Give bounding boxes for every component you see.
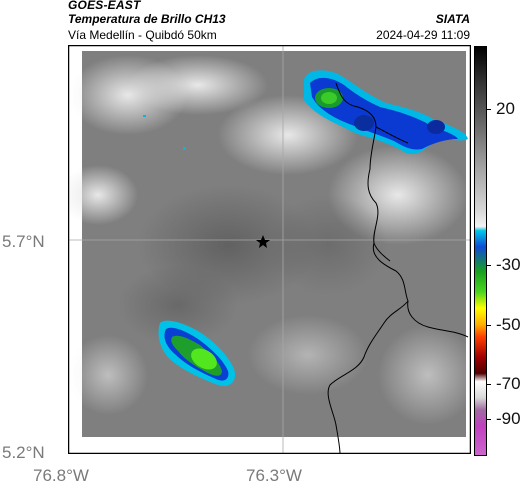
region-subtitle: Vía Medellín - Quibdó 50km bbox=[68, 28, 217, 42]
agency-label: SIATA bbox=[435, 12, 470, 26]
colorbar-label-minus50: -50 bbox=[496, 315, 521, 334]
location-star-marker bbox=[256, 235, 270, 248]
colorbar-label-20: 20 bbox=[496, 99, 515, 118]
product-title: Temperatura de Brillo CH13 bbox=[68, 12, 226, 26]
lat-label-south: 5.2°N bbox=[2, 443, 45, 462]
cold-cloud-top-south bbox=[158, 320, 236, 387]
timestamp: 2024-04-29 11:09 bbox=[376, 28, 470, 42]
boundary-lines bbox=[327, 82, 469, 455]
satellite-image bbox=[58, 44, 478, 455]
colorbar-label-minus30: -30 bbox=[496, 255, 521, 274]
colorbar-tick bbox=[486, 325, 491, 326]
lat-label-north: 5.7°N bbox=[2, 232, 45, 251]
colorbar-tick bbox=[486, 265, 491, 266]
lon-label-west: 76.8°W bbox=[33, 466, 89, 485]
lon-label-east: 76.3°W bbox=[246, 466, 302, 485]
colorbar-tick bbox=[486, 419, 491, 420]
colorbar-label-minus90: -90 bbox=[496, 409, 521, 428]
colorbar-label-minus70: -70 bbox=[496, 374, 521, 393]
satellite-title: GOES-EAST bbox=[68, 0, 141, 12]
cold-cloud-top-north bbox=[304, 70, 468, 155]
colorbar-tick bbox=[486, 109, 491, 110]
map-panel bbox=[58, 44, 478, 455]
colorbar-tick bbox=[486, 384, 491, 385]
colorbar bbox=[474, 46, 487, 456]
